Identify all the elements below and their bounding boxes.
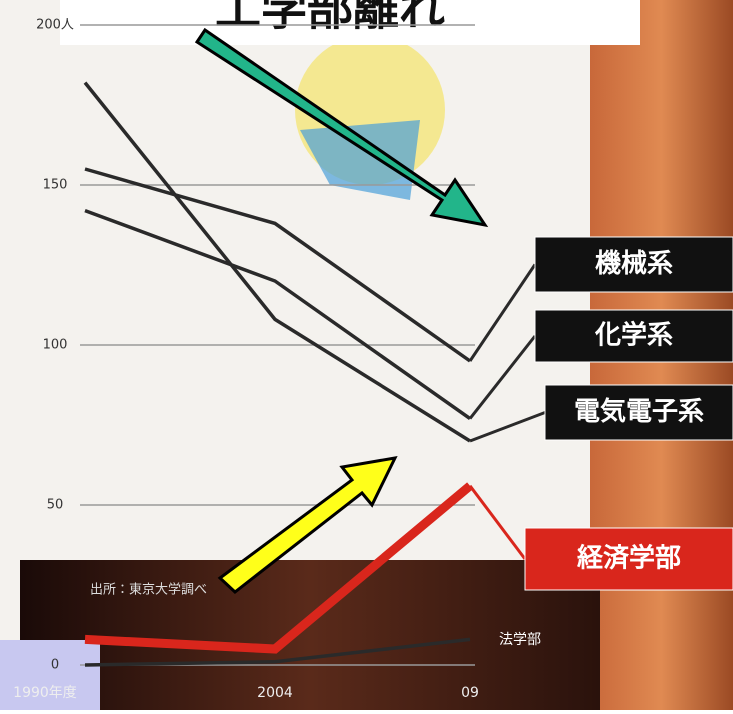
series-line [84,637,471,667]
y-tick-label: 100 [43,338,68,353]
title-box [60,0,640,45]
legend-box [534,309,733,363]
series-line [84,167,472,363]
legend-box [524,527,733,591]
chart-title: 工学部離れ [215,0,445,36]
decoration [300,120,420,200]
arrows [194,27,489,594]
y-tick-label: 200人 [36,18,74,33]
leader-line [468,263,537,362]
photo-bottom [20,560,600,710]
leader-line [469,411,546,443]
leader-line [468,484,527,560]
legend-box [534,236,733,293]
legend-label: 電気電子系 [574,396,704,427]
series-line [84,482,473,654]
x-tick-label: 1990年度 [13,685,77,701]
yellow-arrow [217,456,398,594]
legend-label: 化学系 [594,320,673,351]
green-arrow [194,27,489,228]
source: 出所：東京大学調べ [90,582,207,598]
x-tick-label: 09 [461,685,479,701]
leader-line [468,335,537,420]
side-panel [0,640,100,710]
y-tick-label: 50 [47,498,64,513]
x-tick-label: 2004 [257,685,293,701]
legend-label: 法学部 [499,632,541,648]
legend-box [544,384,733,441]
plot: 0 50 100 150 200人 1990年度 2004 09 機械系化学系電気電子系経済学部… [13,18,733,701]
y-tick-label: 150 [43,178,68,193]
y-tick-label: 0 [51,658,59,673]
legend-label: 経済学部 [577,543,681,574]
series-line [83,81,471,443]
legend-label: 機械系 [595,249,673,279]
series-line [84,208,472,421]
